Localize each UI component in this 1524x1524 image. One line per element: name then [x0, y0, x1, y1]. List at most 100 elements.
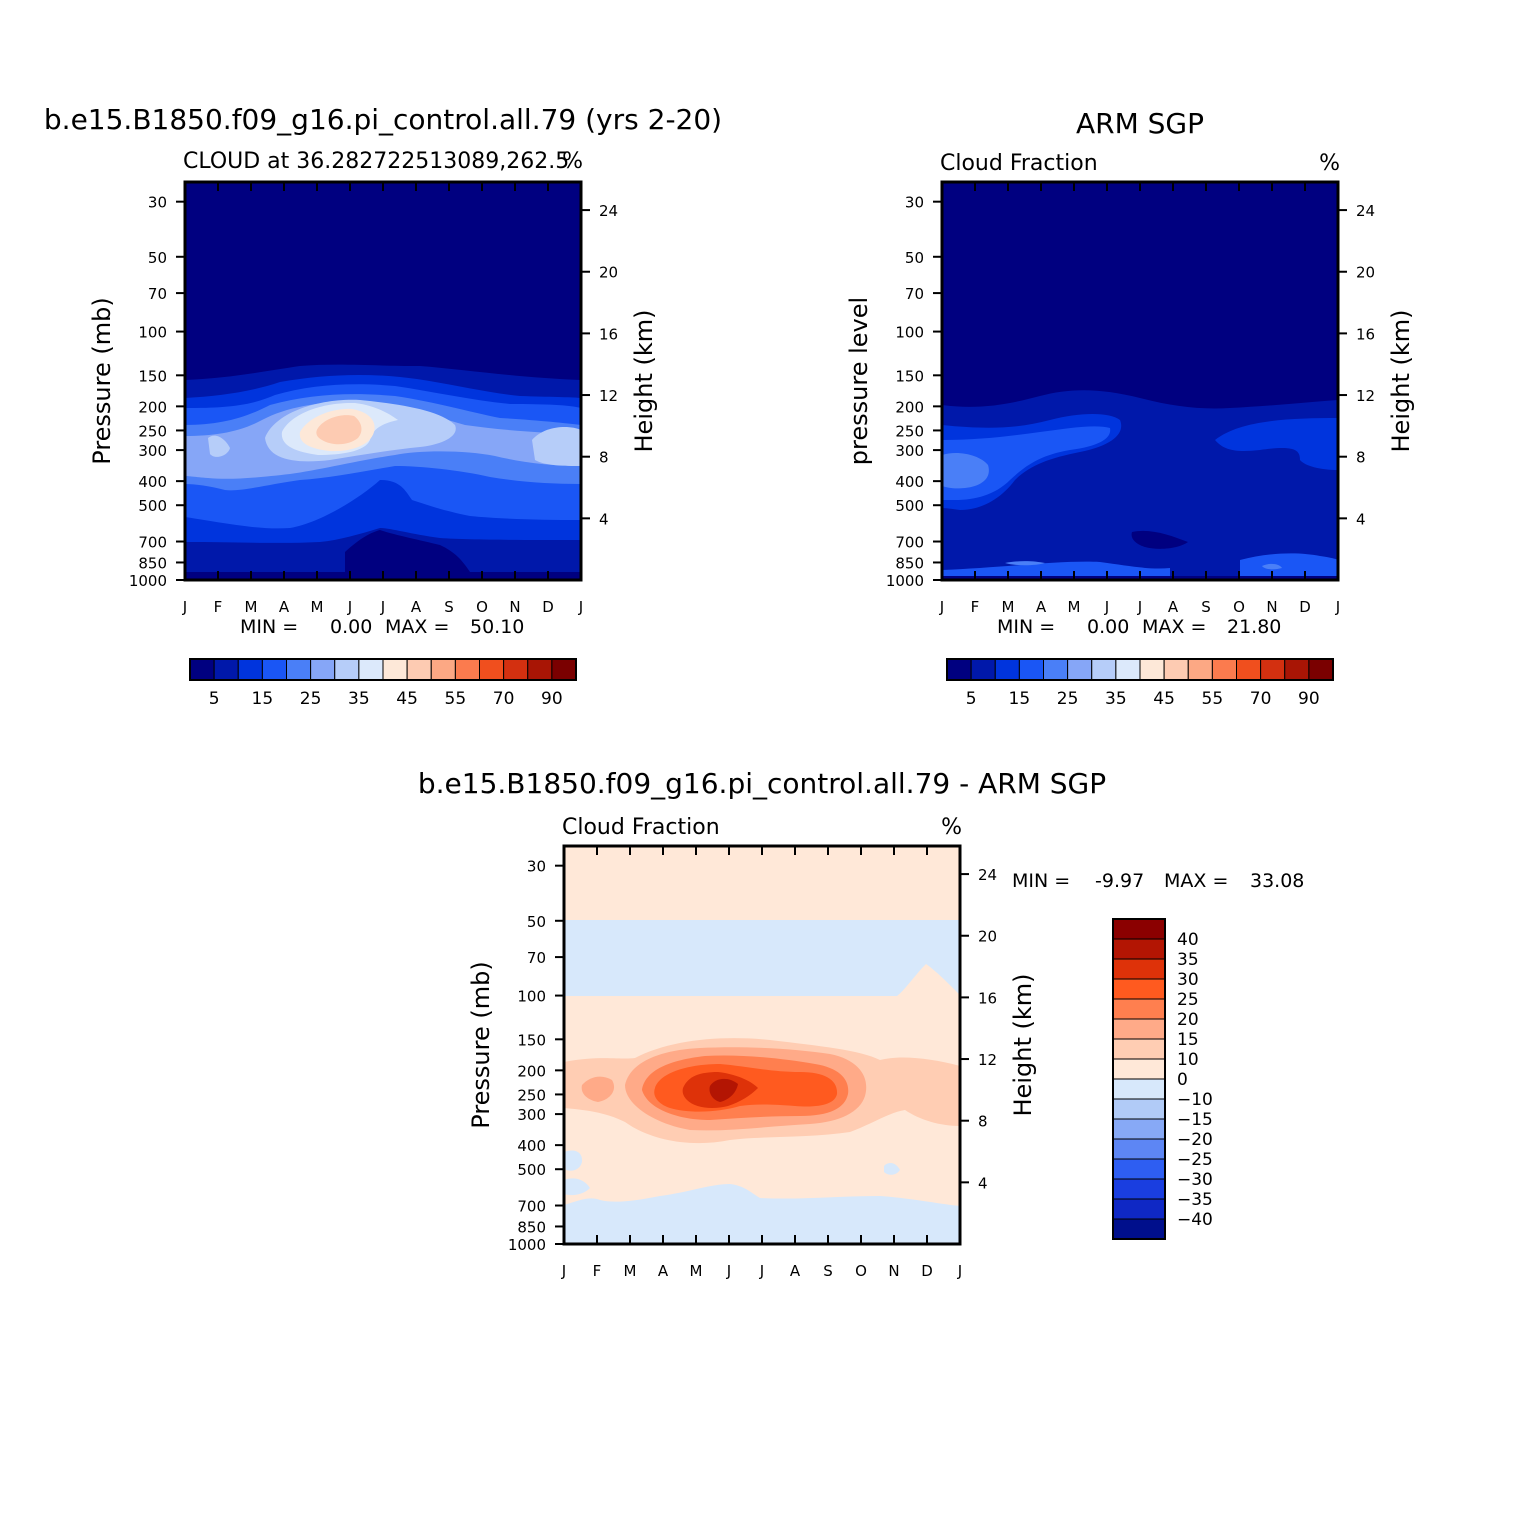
colorbar-label: 5	[966, 689, 977, 709]
y-right-tick-label: 20	[1356, 264, 1375, 282]
x-tick-label: D	[921, 1262, 933, 1280]
left-subtitle: Cloud Fraction	[940, 151, 1098, 176]
min-max-readout: MIN = -9.97 MAX = 33.08	[1012, 870, 1304, 892]
y-tick-label: 30	[148, 194, 167, 212]
x-tick-label: J	[759, 1262, 764, 1280]
colorbar-label: −15	[1177, 1110, 1213, 1130]
y-axis-label: Pressure (mb)	[88, 297, 116, 464]
contour-level-lt5-lower	[345, 530, 470, 572]
y-tick-label: 30	[905, 194, 924, 212]
x-tick-label: O	[855, 1262, 867, 1280]
y-tick-label: 150	[895, 367, 924, 385]
colorbar-box	[1260, 658, 1286, 681]
y-tick-label: 50	[527, 913, 546, 931]
max-value: 21.80	[1227, 616, 1281, 638]
colorbar-label: 15	[1009, 689, 1031, 709]
colorbar-frame	[1112, 918, 1166, 1240]
y-right-tick-label: 8	[978, 1113, 988, 1131]
x-tick-label: M	[1068, 598, 1081, 616]
colorbar-box	[1211, 658, 1237, 681]
colorbar-box	[1112, 1118, 1166, 1140]
contour-level-lt5-lower	[1131, 530, 1188, 549]
y-tick-label: 400	[517, 1137, 546, 1155]
colorbar-box	[551, 658, 577, 681]
colorbar-box	[1112, 1058, 1166, 1080]
x-tick-label: J	[726, 1262, 731, 1280]
right-subtitle: %	[941, 815, 962, 840]
colorbar-box	[1112, 998, 1166, 1020]
colorbar-label: 25	[1057, 689, 1079, 709]
colorbar-box	[1112, 1098, 1166, 1120]
colorbar-box	[1284, 658, 1310, 681]
y-tick-label: 500	[895, 497, 924, 515]
y-tick-label: 30	[527, 858, 546, 876]
colorbar-box	[1112, 1078, 1166, 1100]
x-tick-label: D	[542, 598, 554, 616]
y-tick-label: 150	[517, 1031, 546, 1049]
colorbar-frame	[189, 658, 577, 681]
y-right-tick-label: 20	[978, 928, 997, 946]
colorbar: 5 15 25 35 45 55 70 90	[189, 658, 577, 709]
colorbar-box	[286, 658, 312, 681]
min-value: 0.00	[330, 616, 372, 638]
contour-level-35to40	[709, 1078, 738, 1102]
x-tick-label: O	[476, 598, 488, 616]
colorbar-box	[1163, 658, 1189, 681]
colorbar-label: −10	[1177, 1090, 1213, 1110]
x-tick-label: M	[690, 1262, 703, 1280]
y-tick-label: 1000	[129, 572, 167, 590]
y-tick-label: 250	[138, 422, 167, 440]
x-tick-label: J	[578, 598, 583, 616]
x-tick-label: N	[1266, 598, 1277, 616]
x-tick-label: J	[561, 1262, 566, 1280]
x-tick-label: F	[214, 598, 223, 616]
colorbar-box	[334, 658, 360, 681]
x-tick-label: J	[347, 598, 352, 616]
colorbar-box	[310, 658, 336, 681]
min-max-readout: MIN = 0.00 MAX = 50.10	[240, 616, 524, 638]
x-tick-label: J	[1335, 598, 1340, 616]
y-right-tick-label: 24	[1356, 202, 1375, 220]
colorbar-label: 45	[1153, 689, 1175, 709]
left-subtitle: Cloud Fraction	[562, 815, 720, 840]
colorbar-label: 90	[1298, 689, 1320, 709]
y-right-tick-label: 4	[599, 510, 609, 528]
y-right-tick-label: 24	[599, 202, 618, 220]
colorbar-label: 5	[209, 689, 220, 709]
y-tick-label: 1000	[886, 572, 924, 590]
min-value: 0.00	[1087, 616, 1129, 638]
y-right-tick-label: 20	[599, 264, 618, 282]
min-value: -9.97	[1095, 870, 1144, 892]
colorbar-box	[1043, 658, 1069, 681]
colorbar-box	[430, 658, 456, 681]
colorbar-box	[1067, 658, 1093, 681]
colorbar-label: 35	[1177, 950, 1199, 970]
contour-level-minus10to0-upper	[564, 920, 960, 996]
colorbar-box	[1115, 658, 1141, 681]
colorbar-box	[1112, 1158, 1166, 1180]
colorbar-box	[1236, 658, 1262, 681]
y-tick-label: 850	[517, 1218, 546, 1236]
y-right-tick-label: 12	[599, 387, 618, 405]
colorbar-label: 10	[1177, 1050, 1199, 1070]
colorbar-label: 25	[1177, 990, 1199, 1010]
y-tick-label: 500	[138, 497, 167, 515]
colorbar-label: 15	[1177, 1030, 1199, 1050]
x-tick-label: A	[279, 598, 290, 616]
colorbar-label: 15	[252, 689, 274, 709]
y-tick-label: 50	[148, 249, 167, 267]
colorbar-label: 70	[1250, 689, 1272, 709]
colorbar-box	[1112, 1018, 1166, 1040]
y-right-tick-label: 24	[978, 866, 997, 884]
colorbar-label: 20	[1177, 1010, 1199, 1030]
colorbar-box	[1139, 658, 1165, 681]
x-tick-label: M	[311, 598, 324, 616]
colorbar-box	[479, 658, 505, 681]
y-tick-label: 300	[895, 442, 924, 460]
x-tick-label: A	[1168, 598, 1179, 616]
y-tick-label: 700	[517, 1198, 546, 1216]
panel-title: b.e15.B1850.f09_g16.pi_control.all.79 (y…	[44, 103, 722, 136]
y-tick-label: 850	[138, 554, 167, 572]
colorbar-box	[406, 658, 432, 681]
panel-title: ARM SGP	[1076, 107, 1204, 140]
